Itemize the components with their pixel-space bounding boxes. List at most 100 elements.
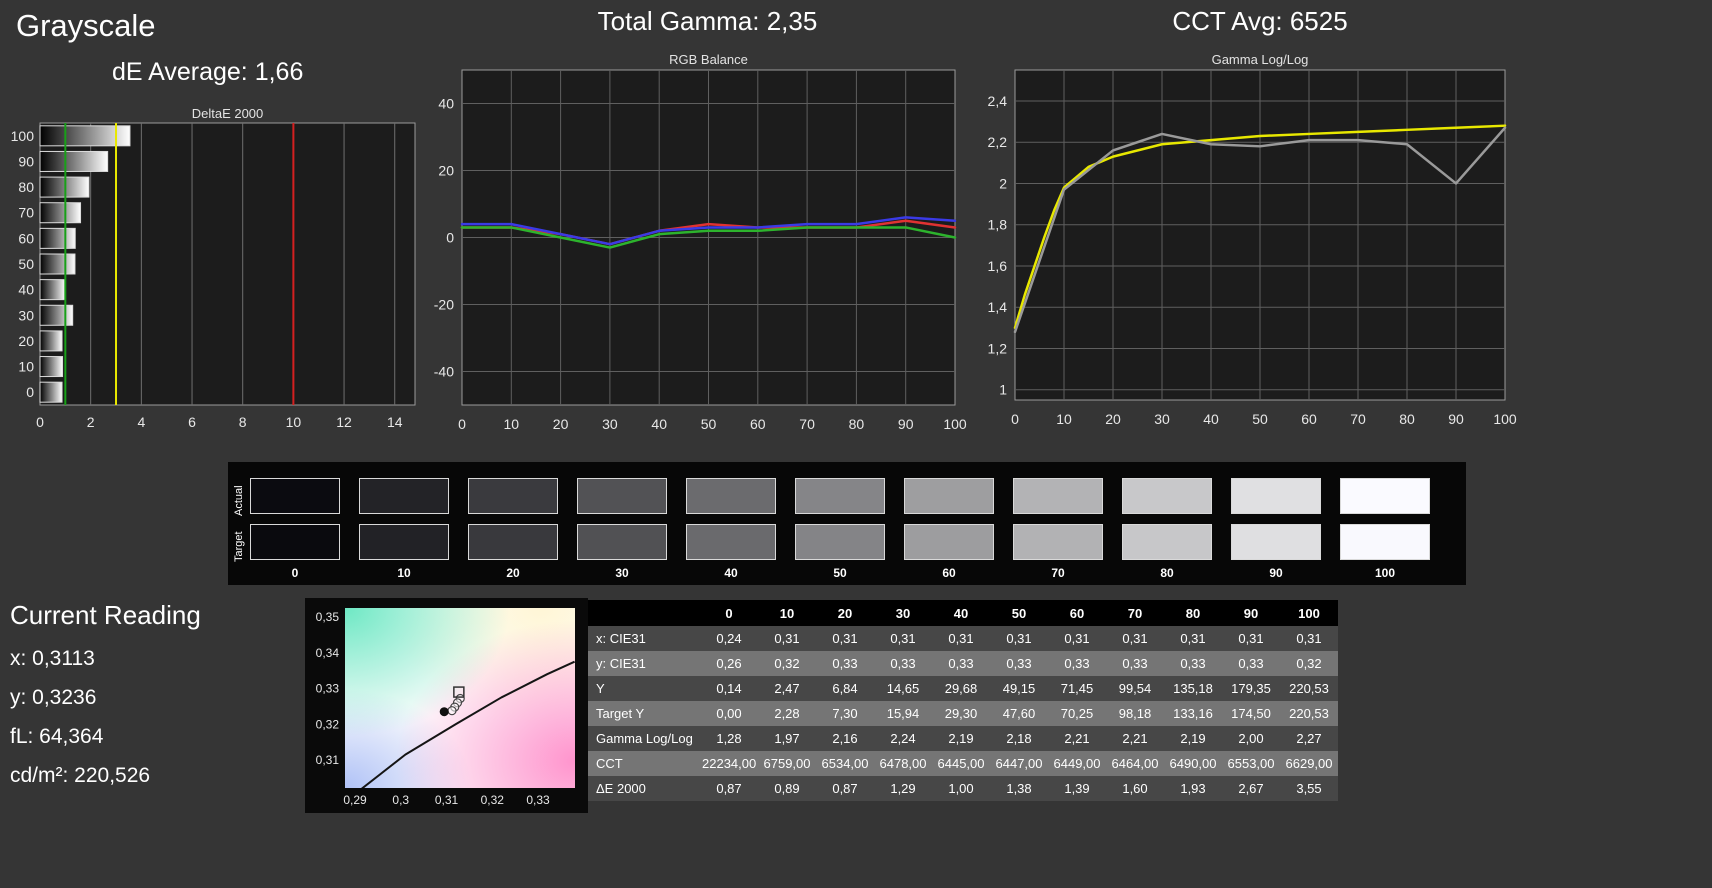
table-cell: 0,31 [990,626,1048,651]
row-label: Y [588,676,700,701]
measurement-table: 0 10 20 30 40 50 60 70 80 90 100 x: CIE31 0,24 0,31 0,… [588,600,1338,801]
table-cell: 0,87 [816,776,874,801]
deltae-chart-title: DeltaE 2000 [191,106,264,121]
table-cell: 0,33 [874,651,932,676]
swatch-column-0: 0 [250,478,359,580]
svg-text:80: 80 [849,416,865,432]
table-cell: 71,45 [1048,676,1106,701]
svg-text:20: 20 [553,416,569,432]
svg-text:70: 70 [1350,411,1366,427]
svg-text:4: 4 [137,414,145,430]
svg-text:8: 8 [239,414,247,430]
table-cell: 70,25 [1048,701,1106,726]
total-gamma-value: Total Gamma: 2,35 [597,6,818,36]
swatch-column-20: 20 [468,478,577,580]
table-cell: 2,24 [874,726,932,751]
table-cell: 6490,00 [1164,751,1222,776]
table-cell: 0,00 [700,701,758,726]
gamma-loglog-chart: 0 10 20 30 40 50 60 70 80 90 100 2,4 2,2 2 1,8 1,6 1,4 1,… [988,69,1517,427]
svg-text:50: 50 [701,416,717,432]
table-cell: 0,33 [1048,651,1106,676]
actual-swatch-70 [1013,478,1103,514]
table-cell: 1,29 [874,776,932,801]
column-header: 100 [1280,600,1338,626]
actual-swatch-30 [577,478,667,514]
table-cell: 0,31 [874,626,932,651]
actual-swatch-20 [468,478,558,514]
actual-swatch-60 [904,478,994,514]
row-label: Gamma Log/Log [588,726,700,751]
svg-text:0,32: 0,32 [481,793,505,807]
target-swatch-0 [250,524,340,560]
actual-swatch-50 [795,478,885,514]
svg-text:50: 50 [1252,411,1268,427]
table-cell: 2,16 [816,726,874,751]
svg-text:0,31: 0,31 [316,753,340,767]
table-cell: 0,31 [1164,626,1222,651]
svg-text:40: 40 [18,282,34,298]
actual-swatch-100 [1340,478,1430,514]
table-cell: 99,54 [1106,676,1164,701]
table-cell: 2,47 [758,676,816,701]
svg-text:90: 90 [898,416,914,432]
svg-text:100: 100 [1493,411,1517,427]
target-swatch-60 [904,524,994,560]
table-cell: 2,21 [1106,726,1164,751]
column-header: 0 [700,600,758,626]
table-cell: 7,30 [816,701,874,726]
svg-text:80: 80 [1399,411,1415,427]
svg-text:10: 10 [286,414,302,430]
table-row: x: CIE31 0,24 0,31 0,31 0,31 0,31 0,31 0,31 0,31… [588,626,1338,651]
svg-text:1,8: 1,8 [988,217,1008,233]
table-cell: 0,33 [1106,651,1164,676]
reading-fl: fL: 64,364 [10,725,104,748]
svg-text:30: 30 [1154,411,1170,427]
row-label: y: CIE31 [588,651,700,676]
svg-text:70: 70 [18,205,34,221]
gamma-chart-title: Gamma Log/Log [1211,52,1309,67]
svg-text:-20: -20 [434,297,454,313]
column-header [588,600,700,626]
table-cell: 1,97 [758,726,816,751]
swatch-level-label: 80 [1160,566,1174,580]
table-cell: 0,87 [700,776,758,801]
svg-text:10: 10 [1056,411,1072,427]
swatch-level-label: 100 [1374,566,1396,580]
table-cell: 0,33 [1164,651,1222,676]
table-cell: 6534,00 [816,751,874,776]
table-cell: 0,31 [758,626,816,651]
svg-text:0,33: 0,33 [526,793,550,807]
swatch-column-40: 40 [686,478,795,580]
actual-swatch-10 [359,478,449,514]
reading-y: y: 0,3236 [10,686,97,709]
row-label: CCT [588,751,700,776]
table-cell: 2,19 [932,726,990,751]
svg-text:30: 30 [18,307,34,323]
svg-text:0,34: 0,34 [316,646,340,660]
table-cell: 2,27 [1280,726,1338,751]
svg-text:90: 90 [1448,411,1464,427]
actual-swatch-90 [1231,478,1321,514]
svg-text:1: 1 [999,382,1007,398]
reading-cdm2: cd/m²: 220,526 [10,764,151,787]
table-row: Y 0,14 2,47 6,84 14,65 29,68 49,15 71,45 99,54 13… [588,676,1338,701]
svg-text:20: 20 [1105,411,1121,427]
table-row: y: CIE31 0,26 0,32 0,33 0,33 0,33 0,33 0,33 0,33… [588,651,1338,676]
swatch-columns: 0 10 20 30 40 50 60 70 80 90 100 [250,478,1449,580]
svg-text:0: 0 [36,414,44,430]
table-cell: 6,84 [816,676,874,701]
table-cell: 1,60 [1106,776,1164,801]
column-header: 90 [1222,600,1280,626]
table-cell: 0,33 [932,651,990,676]
svg-text:0: 0 [446,230,454,246]
row-label: ΔE 2000 [588,776,700,801]
svg-text:0: 0 [26,384,34,400]
table-cell: 0,31 [816,626,874,651]
table-cell: 0,33 [1222,651,1280,676]
svg-text:40: 40 [438,96,454,112]
target-swatch-20 [468,524,558,560]
target-swatch-100 [1340,524,1430,560]
svg-text:14: 14 [387,414,403,430]
cct-average-value: CCT Avg: 6525 [1172,6,1348,36]
